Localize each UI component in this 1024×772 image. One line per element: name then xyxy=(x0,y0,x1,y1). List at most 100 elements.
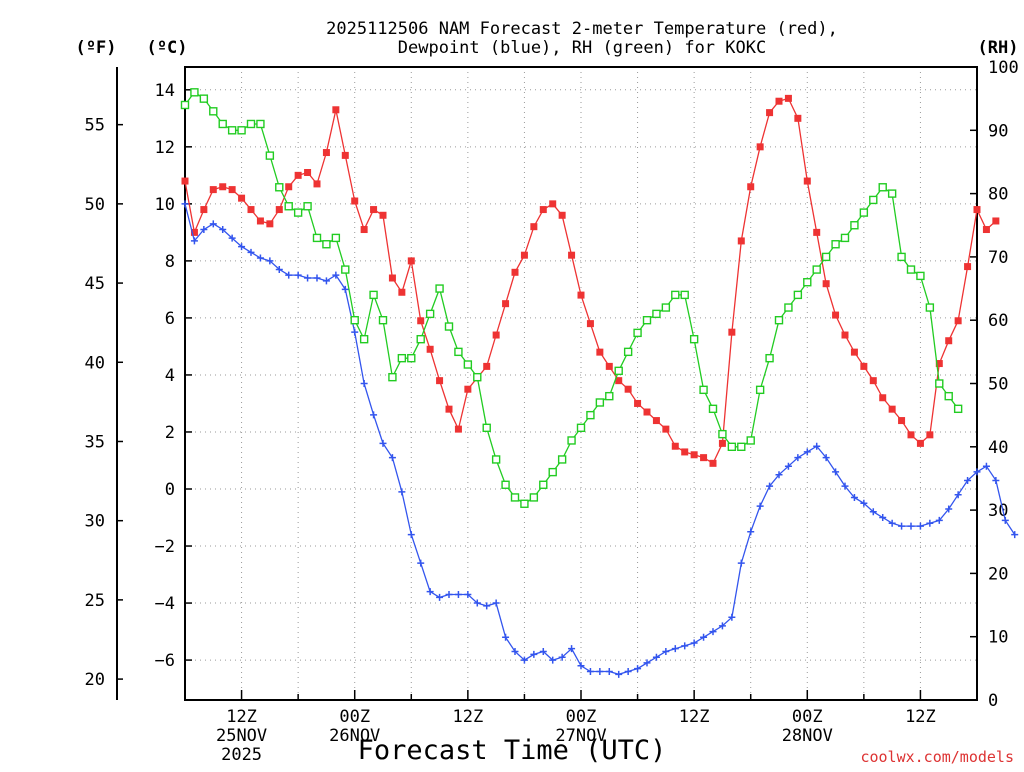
rh-point xyxy=(359,334,369,344)
temperature-point xyxy=(766,109,774,117)
temperature-point xyxy=(916,439,924,447)
temperature-point xyxy=(954,317,962,325)
dewpoint-point xyxy=(520,656,528,664)
dewpoint-point xyxy=(756,502,764,510)
rh-point xyxy=(774,316,784,325)
dewpoint-point xyxy=(483,602,491,610)
rh-point xyxy=(237,126,246,135)
temperature-point xyxy=(681,448,689,456)
dewpoint-point xyxy=(436,593,444,601)
temperature-point xyxy=(898,417,906,425)
dewpoint-point xyxy=(784,462,792,470)
celsius-tick-label: 2 xyxy=(165,423,175,443)
temperature-point xyxy=(417,317,425,325)
temperature-point xyxy=(304,169,312,176)
dewpoint-point xyxy=(294,271,302,279)
temperature-point xyxy=(775,97,783,105)
dewpoint-point xyxy=(549,656,557,664)
rh-point xyxy=(397,353,407,363)
rh-point xyxy=(341,265,350,274)
axes: 2025303540455055−6−4−2024681012140102030… xyxy=(85,58,1019,765)
dewpoint-point xyxy=(445,591,453,598)
rh-tick-label: 100 xyxy=(988,58,1019,78)
rh-point xyxy=(935,379,944,388)
dewpoint-point xyxy=(511,648,519,656)
rh-point xyxy=(793,290,803,300)
temperature-point xyxy=(436,377,444,385)
celsius-tick-label: 8 xyxy=(165,252,175,272)
temperature-point xyxy=(813,228,821,236)
rh-point xyxy=(859,208,869,217)
rh-point xyxy=(246,119,256,129)
rh-point xyxy=(256,119,265,129)
fahrenheit-tick-label: 50 xyxy=(85,195,105,215)
rh-point xyxy=(369,290,378,300)
celsius-tick-label: −2 xyxy=(155,537,175,557)
celsius-axis-label: (ºC) xyxy=(147,38,188,58)
temperature-point xyxy=(879,394,887,402)
dewpoint-point xyxy=(898,522,906,530)
temperature-point xyxy=(379,211,387,219)
celsius-tick-label: 14 xyxy=(155,81,175,101)
rh-point xyxy=(388,372,397,382)
temperature-point xyxy=(388,274,396,282)
temperature-point xyxy=(737,237,745,245)
temperature-point xyxy=(869,377,877,385)
dewpoint-point xyxy=(671,645,679,653)
rh-point xyxy=(378,316,388,325)
x-tick-label: 00Z xyxy=(566,707,597,727)
dewpoint-point xyxy=(832,468,840,476)
temperature-point xyxy=(982,226,990,234)
rh-point xyxy=(803,278,812,287)
dewpoint-point xyxy=(982,462,990,470)
temperature-point xyxy=(285,183,293,191)
rh-point xyxy=(482,423,491,433)
rh-tick-label: 10 xyxy=(988,628,1008,648)
dewpoint-point xyxy=(964,476,972,484)
rh-axis-label: (RH) xyxy=(978,38,1019,58)
credit-text: coolwx.com/models xyxy=(860,748,1014,766)
temperature-point xyxy=(784,94,792,102)
x-axis-title: Forecast Time (UTC) xyxy=(358,735,667,766)
rh-point xyxy=(671,290,680,300)
dewpoint-point xyxy=(558,653,566,661)
rh-point xyxy=(718,429,727,439)
rh-point xyxy=(652,309,661,319)
temperature-point xyxy=(454,425,462,433)
dewpoint-point xyxy=(907,522,915,530)
dewpoint-point xyxy=(200,226,208,234)
chart-title-line2: Dewpoint (blue), RH (green) for KOKC xyxy=(398,38,766,58)
x-tick-date: 25NOV xyxy=(216,726,267,746)
fahrenheit-tick-label: 35 xyxy=(85,432,105,452)
dewpoint-point xyxy=(238,243,246,251)
temperature-point xyxy=(747,183,755,191)
temperature-point xyxy=(992,217,1000,225)
dewpoint-line xyxy=(184,203,1016,675)
temperature-point xyxy=(577,291,585,299)
rh-point xyxy=(463,360,473,369)
dewpoint-point xyxy=(643,659,651,667)
temperature-point xyxy=(652,417,660,425)
x-tick-label: 12Z xyxy=(679,707,710,727)
temperature-point xyxy=(926,431,934,439)
chart-title-line1: 2025112506 NAM Forecast 2-meter Temperat… xyxy=(326,19,838,39)
dewpoint-point xyxy=(247,248,255,256)
rh-tick-label: 40 xyxy=(988,438,1008,458)
dewpoint-point xyxy=(417,559,425,567)
dewpoint-point xyxy=(794,454,802,462)
rh-point xyxy=(623,347,633,357)
rh-point xyxy=(520,499,529,508)
dewpoint-point xyxy=(869,508,877,516)
dewpoint-point xyxy=(492,599,500,607)
dewpoint-point xyxy=(454,591,462,598)
rh-point xyxy=(510,493,520,502)
rh-point xyxy=(284,202,293,211)
temperature-point xyxy=(275,206,283,214)
dewpoint-point xyxy=(398,488,406,496)
dewpoint-point xyxy=(728,613,736,621)
dewpoint-point xyxy=(370,411,378,419)
gridlines xyxy=(185,67,977,700)
dewpoint-point xyxy=(718,622,726,630)
dewpoint-point xyxy=(219,226,227,234)
